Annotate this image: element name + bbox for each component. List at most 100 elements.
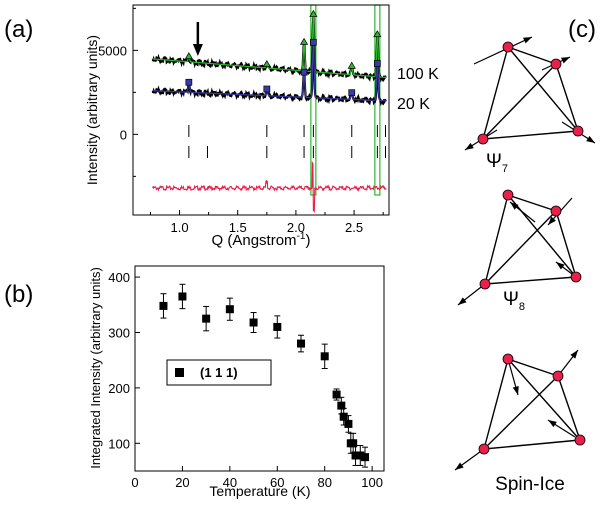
tetrahedron-diagrams: Ψ7 Ψ8 Spin-Ice (454, 36, 596, 495)
legend-square-marker (175, 368, 184, 377)
atom (550, 58, 562, 70)
chart-b: 0 20 40 60 80 100 100 200 300 400 (1 1 1) Temper… (88, 265, 385, 499)
series-data-1 (151, 43, 387, 107)
chart-b-xlabel: Temperature (K) (209, 483, 310, 499)
x-tick-label: 1.0 (171, 220, 189, 235)
atom (502, 41, 514, 53)
data-point (159, 301, 168, 310)
tetra-edge (507, 46, 579, 132)
tetra-edge (484, 194, 509, 285)
atom (502, 189, 514, 201)
chart-a-xlabel: Q (Angstrom-1) (212, 231, 311, 249)
chart-b-ylabel: Integrated Intensity (arbitrary units) (88, 267, 103, 469)
data-point (297, 339, 305, 348)
data-point (349, 439, 358, 448)
peak-marker (373, 30, 382, 38)
chart-b-x-ticks: 0 20 40 60 80 100 (131, 466, 383, 490)
data-point (202, 314, 211, 323)
spin-arrow-head (561, 57, 570, 64)
peak-marker (184, 52, 193, 60)
x-tick-label: 1.5 (229, 220, 247, 235)
arrow-head (192, 44, 203, 56)
atom (574, 434, 586, 446)
y-tick-label: 0 (120, 127, 127, 142)
tetra-edge (483, 375, 559, 450)
difference-line (152, 161, 387, 214)
down-arrow (192, 22, 203, 56)
x-tick-label: 40 (223, 475, 237, 490)
chart-a-ylabel: Intensity (arbitrary units) (84, 35, 100, 185)
panel-label-c: (c) (568, 16, 596, 43)
tetra-edge (507, 194, 557, 212)
tetra-edge (557, 375, 581, 441)
atom (572, 125, 584, 137)
atom (477, 133, 489, 145)
spin-arrow-head (455, 462, 464, 470)
series-fit-0 (152, 14, 387, 79)
data-point (273, 322, 282, 331)
chart-a-x-ticks: 1.0 1.5 2.0 2.5 (149, 210, 384, 235)
tetra-edge (507, 358, 581, 441)
atom (570, 271, 582, 283)
chart-b-legend-label: (1 1 1) (200, 365, 238, 380)
atom (550, 205, 562, 217)
y-tick-label: 400 (108, 270, 130, 285)
data-point (361, 453, 370, 462)
tetra-edge (482, 130, 579, 140)
tetra-edge (484, 210, 557, 285)
peak-marker (374, 60, 381, 67)
chart-a-y-ticks: 0 5000 (98, 7, 138, 177)
atom (502, 353, 514, 365)
x-tick-label: 60 (270, 475, 284, 490)
peak-marker (263, 85, 271, 93)
x-tick-label: 100 (361, 475, 383, 490)
y-tick-label: 100 (108, 436, 130, 451)
data-point (332, 390, 341, 399)
chart-a-series (151, 9, 387, 107)
spin-arrow-shaft (473, 36, 533, 65)
peak-marker (348, 89, 356, 97)
data-point (178, 292, 187, 301)
diagram-spin-ice-label: Spin-Ice (495, 474, 565, 495)
data-point (344, 419, 353, 428)
spin-arrow-head (458, 297, 467, 305)
spin-arrow-head (586, 135, 595, 143)
peak-marker (300, 68, 308, 76)
x-tick-label: 2.0 (287, 220, 305, 235)
series-labels: 100 K 20 K (397, 66, 439, 113)
data-point (225, 305, 234, 314)
atom (479, 278, 491, 290)
series-label-20k: 20 K (397, 96, 430, 113)
tetra-edge (483, 439, 581, 450)
diagram-psi8 (457, 189, 582, 306)
spin-arrow-head (570, 350, 578, 359)
peak-marker (299, 37, 309, 45)
data-point (320, 352, 329, 361)
spin-arrow-head (548, 420, 557, 428)
chart-a-frame (132, 4, 390, 216)
diagram-psi7-label: Ψ7 (486, 151, 508, 175)
spin-arrow-head (512, 386, 519, 395)
tetra-edge (555, 63, 579, 132)
peak-marker (262, 59, 271, 67)
y-tick-label: 300 (108, 325, 130, 340)
difference-curve (152, 161, 387, 214)
peak-marker (347, 61, 356, 69)
chart-b-y-ticks: 100 200 300 400 (108, 270, 140, 451)
diagram-psi7 (464, 36, 596, 151)
x-tick-label: 2.5 (345, 220, 363, 235)
y-tick-label: 200 (108, 381, 130, 396)
peak-marker (185, 78, 193, 86)
tetra-edge (482, 63, 557, 140)
chart-b-frame (134, 265, 385, 472)
data-point (339, 412, 348, 421)
tetra-edge (507, 46, 557, 65)
data-point (351, 451, 360, 460)
spin-arrow-head (523, 37, 532, 44)
spin-arrow-head (548, 216, 556, 225)
y-tick-label: 5000 (98, 43, 127, 58)
atom (478, 443, 490, 455)
chart-b-legend-box (166, 359, 272, 386)
series-label-100k: 100 K (397, 66, 439, 83)
